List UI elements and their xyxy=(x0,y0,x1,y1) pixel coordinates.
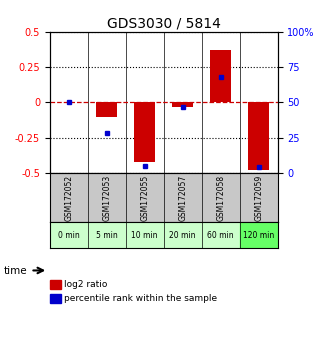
Text: GSM172053: GSM172053 xyxy=(102,175,111,221)
Bar xyxy=(134,102,155,162)
Bar xyxy=(248,102,269,170)
Bar xyxy=(240,222,278,248)
Bar xyxy=(210,50,231,102)
Text: 20 min: 20 min xyxy=(169,230,196,240)
Text: 60 min: 60 min xyxy=(207,230,234,240)
Text: time: time xyxy=(3,266,27,276)
Bar xyxy=(126,222,164,248)
Bar xyxy=(50,222,88,248)
Bar xyxy=(96,102,117,116)
Text: 10 min: 10 min xyxy=(132,230,158,240)
Bar xyxy=(172,102,193,107)
Text: percentile rank within the sample: percentile rank within the sample xyxy=(64,294,217,303)
Bar xyxy=(88,222,126,248)
Text: GSM172058: GSM172058 xyxy=(216,175,225,221)
Text: 0 min: 0 min xyxy=(58,230,80,240)
Text: GSM172055: GSM172055 xyxy=(140,175,149,221)
Text: GSM172057: GSM172057 xyxy=(178,175,187,221)
Text: GSM172059: GSM172059 xyxy=(254,175,263,221)
Title: GDS3030 / 5814: GDS3030 / 5814 xyxy=(107,17,221,31)
Bar xyxy=(164,222,202,248)
Text: GSM172052: GSM172052 xyxy=(64,175,73,221)
Text: 120 min: 120 min xyxy=(243,230,274,240)
Text: 5 min: 5 min xyxy=(96,230,117,240)
Bar xyxy=(202,222,240,248)
Text: log2 ratio: log2 ratio xyxy=(64,280,108,289)
